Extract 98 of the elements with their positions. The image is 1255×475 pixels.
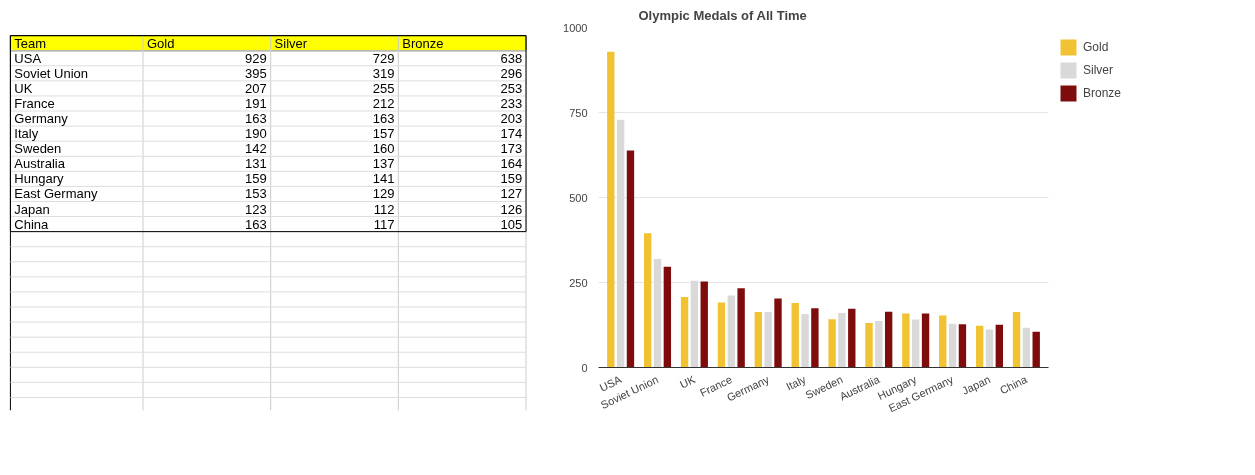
bar bbox=[717, 302, 726, 368]
x-tick-label: UK bbox=[678, 372, 698, 391]
y-tick-label: 750 bbox=[569, 106, 588, 119]
y-tick-label: 0 bbox=[581, 361, 588, 374]
text: Team bbox=[14, 35, 47, 51]
text: 212 bbox=[372, 95, 395, 111]
bar bbox=[884, 311, 893, 368]
bar bbox=[1012, 312, 1021, 368]
bar bbox=[1032, 331, 1040, 368]
text: 141 bbox=[372, 171, 395, 187]
bar bbox=[643, 233, 652, 368]
text: 319 bbox=[372, 65, 395, 81]
bar bbox=[1022, 327, 1031, 368]
text: Soviet Union bbox=[14, 65, 89, 81]
bar bbox=[995, 324, 1004, 368]
text: 729 bbox=[372, 50, 395, 66]
text: China bbox=[14, 216, 50, 232]
text: 395 bbox=[245, 65, 267, 81]
text: 191 bbox=[245, 95, 267, 111]
text: 112 bbox=[373, 201, 395, 217]
bar bbox=[791, 302, 799, 368]
y-tick-label: 1000 bbox=[563, 21, 588, 34]
text: 131 bbox=[245, 156, 267, 172]
text: 153 bbox=[245, 186, 267, 202]
bar bbox=[737, 288, 745, 368]
text: Italy bbox=[14, 126, 39, 142]
text: 159 bbox=[500, 171, 523, 187]
text: 163 bbox=[245, 216, 267, 232]
text: 296 bbox=[500, 65, 523, 81]
y-tick-label: 250 bbox=[569, 276, 588, 289]
bar bbox=[801, 314, 809, 368]
text: 190 bbox=[245, 126, 267, 142]
text: 160 bbox=[372, 141, 395, 157]
text: 207 bbox=[245, 80, 267, 96]
bar bbox=[939, 315, 947, 368]
bar bbox=[680, 297, 689, 368]
text: 929 bbox=[245, 50, 267, 66]
text: Bronze bbox=[402, 35, 444, 51]
bar bbox=[626, 150, 635, 368]
text: France bbox=[14, 95, 55, 111]
text: 203 bbox=[500, 111, 523, 127]
text: 159 bbox=[245, 171, 267, 187]
text: 164 bbox=[500, 156, 523, 172]
text: 137 bbox=[372, 156, 395, 172]
bar bbox=[764, 312, 772, 368]
text: 142 bbox=[245, 141, 267, 157]
chart-title: Olympic Medals of All Time bbox=[638, 7, 807, 23]
bar bbox=[848, 308, 856, 368]
text: Silver bbox=[274, 35, 308, 51]
bar bbox=[912, 319, 920, 368]
text: 129 bbox=[372, 186, 395, 202]
text: 127 bbox=[500, 186, 523, 202]
text: UK bbox=[14, 80, 33, 96]
text: 638 bbox=[500, 50, 523, 66]
text: 233 bbox=[500, 95, 523, 111]
bar bbox=[774, 298, 782, 368]
text: East Germany bbox=[14, 186, 98, 202]
bar bbox=[727, 295, 735, 368]
bar bbox=[811, 308, 819, 368]
text: 126 bbox=[500, 201, 523, 217]
bar bbox=[754, 312, 763, 368]
bar bbox=[958, 324, 967, 368]
text: 255 bbox=[372, 80, 395, 96]
bar bbox=[902, 313, 910, 368]
bar bbox=[828, 319, 836, 368]
text: 117 bbox=[373, 216, 395, 232]
text: 163 bbox=[372, 111, 395, 127]
x-tick-label: USA bbox=[597, 372, 624, 394]
bar bbox=[700, 281, 708, 368]
bar bbox=[663, 266, 672, 368]
bar bbox=[875, 320, 883, 368]
text: Sweden bbox=[14, 141, 62, 157]
legend-label: Gold bbox=[1083, 40, 1109, 54]
legend-label: Bronze bbox=[1083, 86, 1122, 100]
text: 123 bbox=[245, 201, 267, 217]
text: 253 bbox=[500, 80, 523, 96]
text: Gold bbox=[146, 35, 175, 51]
text: Germany bbox=[14, 111, 69, 127]
text: USA bbox=[14, 50, 42, 66]
x-tick-label: China bbox=[997, 372, 1030, 397]
text: 105 bbox=[500, 216, 523, 232]
bar bbox=[865, 322, 873, 368]
bar bbox=[948, 323, 957, 368]
y-tick-label: 500 bbox=[569, 191, 588, 204]
bar bbox=[838, 313, 846, 368]
text: 174 bbox=[500, 126, 523, 142]
text: Australia bbox=[14, 156, 66, 172]
bar bbox=[607, 51, 615, 368]
text: Japan bbox=[14, 201, 50, 217]
text: 157 bbox=[372, 126, 395, 142]
text: 173 bbox=[500, 141, 523, 157]
x-tick-label: Japan bbox=[959, 373, 993, 397]
bar bbox=[975, 325, 984, 368]
bar bbox=[985, 329, 994, 368]
legend-label: Silver bbox=[1083, 63, 1114, 77]
text: 163 bbox=[245, 111, 267, 127]
bar bbox=[921, 313, 930, 368]
text: Hungary bbox=[14, 171, 64, 187]
